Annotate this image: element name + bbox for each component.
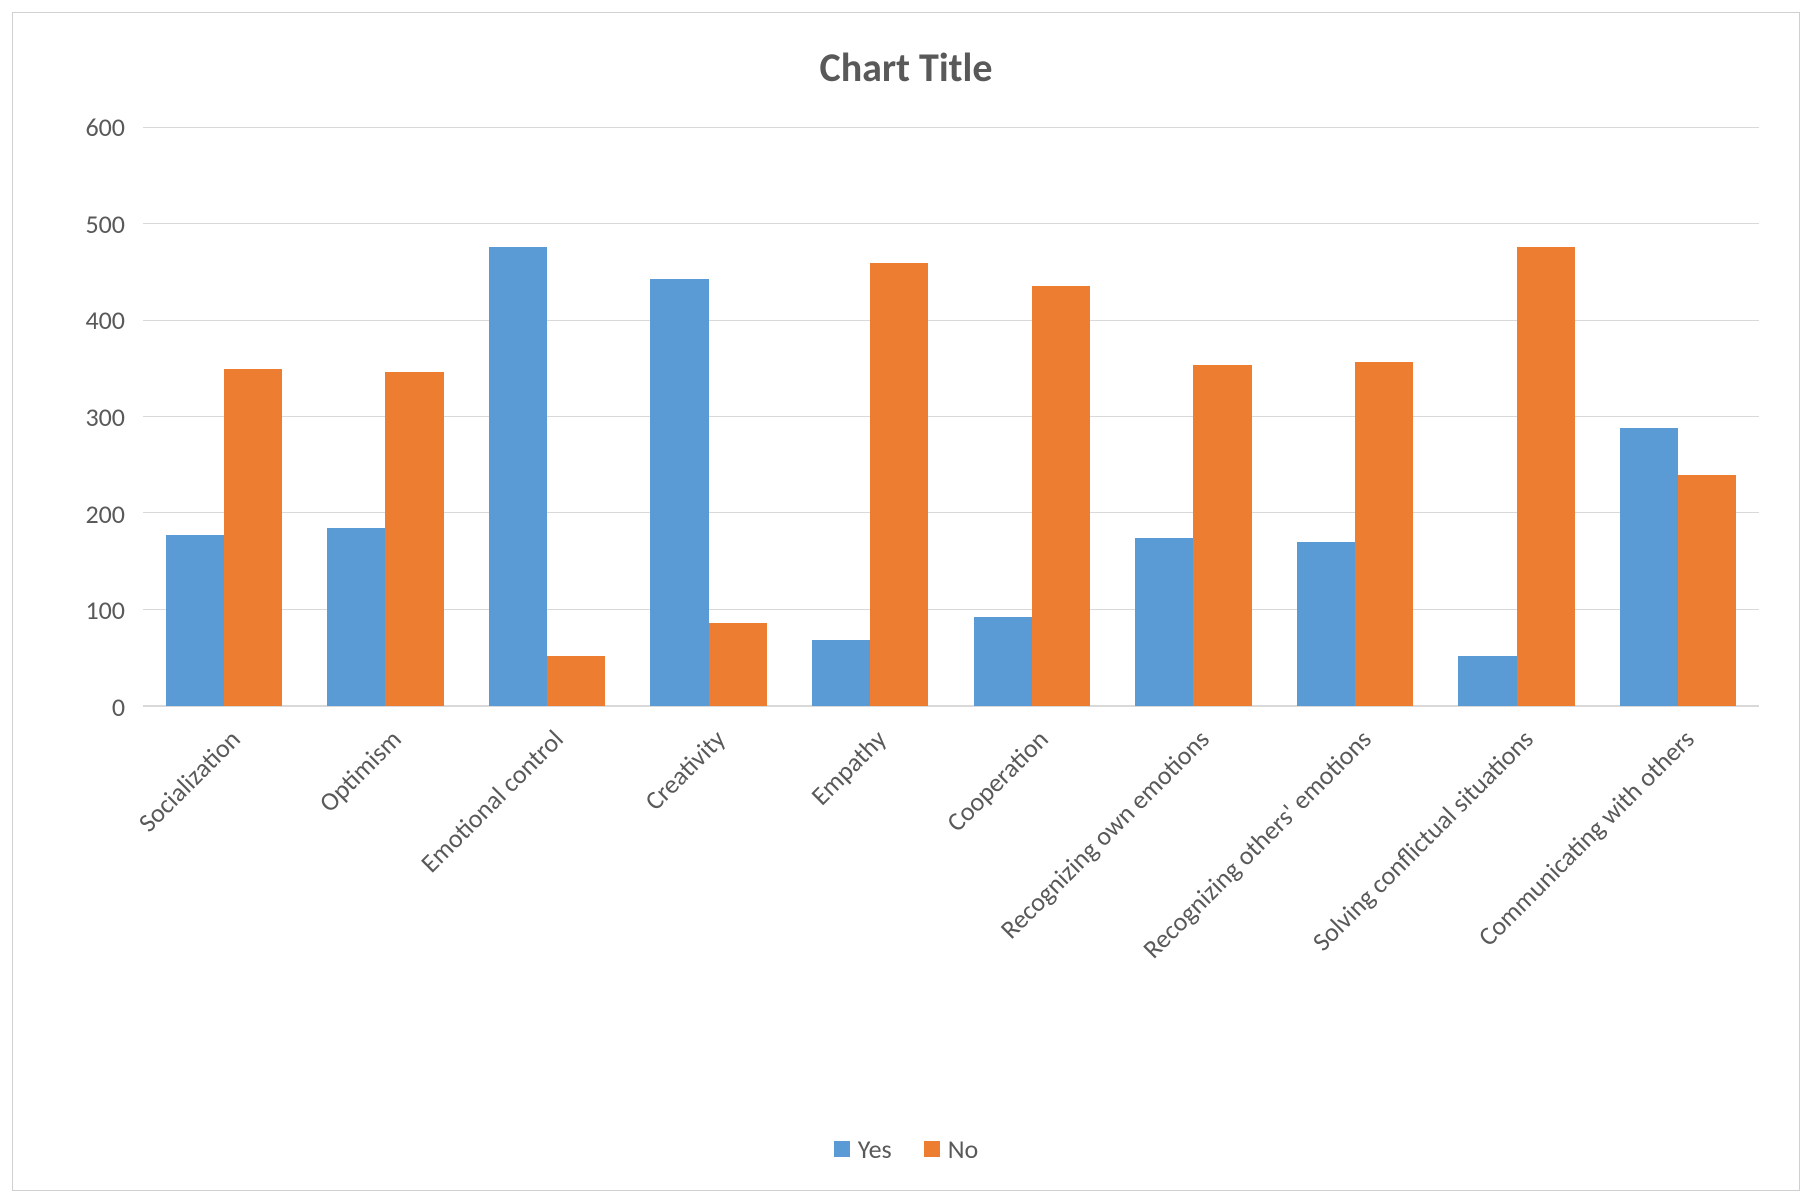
x-axis-wrapper: SocializationOptimismEmotional controlCr… bbox=[53, 707, 1759, 1017]
bar bbox=[385, 372, 443, 706]
bar bbox=[1193, 365, 1251, 706]
x-label: Optimism bbox=[313, 723, 408, 818]
legend-item: Yes bbox=[834, 1133, 892, 1165]
x-label: Cooperation bbox=[939, 723, 1054, 838]
x-label-cell: Emotional control bbox=[466, 707, 628, 1017]
bar bbox=[974, 617, 1032, 706]
bar bbox=[166, 535, 224, 706]
legend-label: No bbox=[948, 1133, 979, 1165]
x-label-cell: Creativity bbox=[628, 707, 790, 1017]
x-axis: SocializationOptimism Emotional controlCr… bbox=[143, 707, 1759, 1017]
legend-swatch bbox=[834, 1141, 850, 1157]
bar bbox=[1355, 362, 1413, 706]
category-group bbox=[1274, 127, 1436, 706]
plot-wrapper: 6005004003002001000 bbox=[53, 127, 1759, 707]
category-group bbox=[466, 127, 628, 706]
bar bbox=[650, 279, 708, 706]
bars-layer bbox=[143, 127, 1759, 706]
bar bbox=[1517, 247, 1575, 706]
x-label: Empathy bbox=[804, 723, 892, 811]
category-group bbox=[1597, 127, 1759, 706]
bar bbox=[1620, 428, 1678, 706]
bar bbox=[709, 623, 767, 706]
category-group bbox=[1113, 127, 1275, 706]
plot-and-labels: 6005004003002001000 SocializationOptimis… bbox=[53, 127, 1759, 1123]
x-label: Creativity bbox=[638, 723, 732, 817]
x-label-cell: Empathy bbox=[789, 707, 951, 1017]
bar bbox=[327, 528, 385, 706]
legend-item: No bbox=[924, 1133, 979, 1165]
bar bbox=[1458, 656, 1516, 706]
category-group bbox=[143, 127, 305, 706]
bar bbox=[870, 263, 928, 706]
legend-swatch bbox=[924, 1141, 940, 1157]
category-group bbox=[951, 127, 1113, 706]
plot-area bbox=[143, 127, 1759, 707]
chart-title: Chart Title bbox=[53, 43, 1759, 92]
category-group bbox=[305, 127, 467, 706]
category-group bbox=[1436, 127, 1598, 706]
bar bbox=[1032, 286, 1090, 707]
bar bbox=[224, 369, 282, 706]
bar bbox=[489, 247, 547, 706]
legend-label: Yes bbox=[858, 1133, 892, 1165]
x-label-cell: Socialization bbox=[143, 707, 305, 1017]
bar bbox=[1678, 475, 1736, 706]
category-group bbox=[789, 127, 951, 706]
x-label: Socialization bbox=[131, 723, 246, 838]
bar bbox=[547, 656, 605, 706]
x-label-cell: Communicating with others bbox=[1597, 707, 1759, 1017]
bar bbox=[812, 640, 870, 706]
category-group bbox=[628, 127, 790, 706]
y-axis: 6005004003002001000 bbox=[53, 127, 143, 707]
x-axis-spacer bbox=[53, 707, 143, 1017]
bar bbox=[1297, 542, 1355, 706]
chart-container: Chart Title 6005004003002001000 Socializ… bbox=[12, 12, 1800, 1191]
bar bbox=[1135, 538, 1193, 706]
legend: Yes No bbox=[53, 1123, 1759, 1165]
